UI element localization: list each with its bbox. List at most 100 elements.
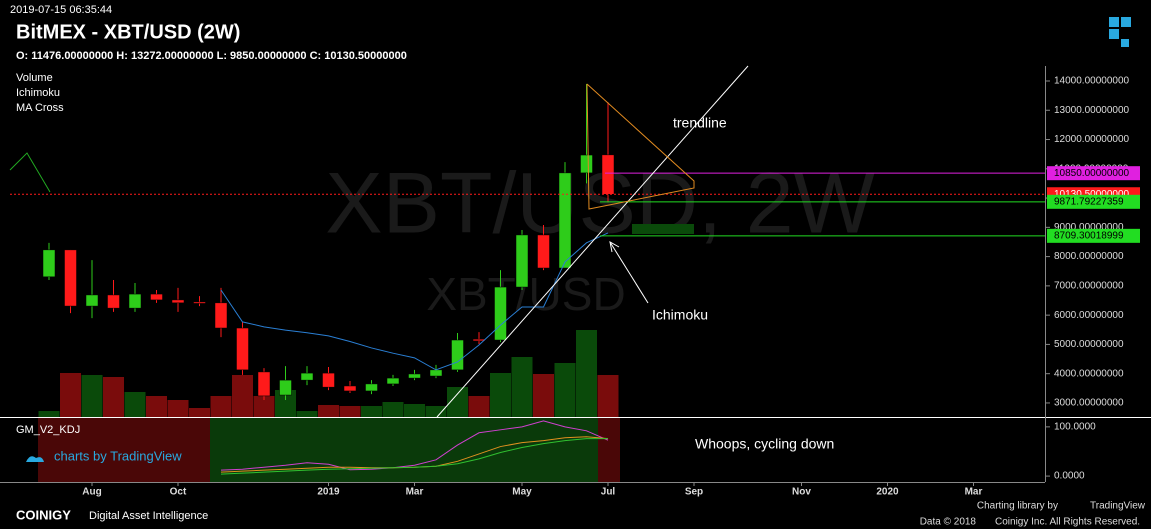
volume-bar [468, 396, 490, 417]
volume-bar [576, 330, 597, 417]
x-tick-label: 2020 [876, 487, 899, 498]
arrow-head [609, 241, 620, 253]
level-badge [1047, 228, 1140, 243]
trendline [436, 65, 749, 418]
candle-body [193, 301, 206, 304]
arrow [609, 241, 649, 304]
candle-body [408, 373, 421, 379]
watermark: XBT/USD, 2W [325, 156, 875, 252]
tv-credit[interactable]: charts by TradingView [26, 448, 182, 463]
volume-bar [361, 406, 382, 417]
y-tick-label: 9000.00000000 [1054, 222, 1124, 233]
candle-body [537, 234, 550, 269]
copyright: Data © 2018 [920, 517, 977, 528]
candle-body [429, 369, 443, 377]
tv: TradingView [1090, 501, 1146, 512]
brand: COINIGY [16, 507, 71, 522]
footer [0, 500, 1151, 529]
study: MA Cross [16, 102, 64, 114]
candle-body [236, 327, 249, 371]
candle-body [150, 293, 163, 301]
volume-bar [253, 396, 275, 417]
annotation: Whoops, cycling down [695, 436, 834, 452]
credit[interactable]: charts by TradingView [54, 448, 182, 463]
level-badge [1047, 194, 1140, 209]
study: Ichimoku [16, 87, 60, 99]
x-tick-label: Mar [965, 487, 983, 498]
volume-bar [597, 375, 619, 417]
volume-bar [210, 396, 232, 417]
candle-body [515, 234, 529, 288]
candle-body [451, 339, 464, 371]
y-tick-label: 14000.00000000 [1054, 76, 1130, 87]
candle-body [601, 154, 615, 195]
volume-bar [232, 375, 253, 417]
y-tick-label: 13000.00000000 [1054, 105, 1130, 116]
annotation: trendline [673, 115, 727, 131]
volume-bar [296, 411, 318, 417]
kdj-bg [38, 418, 210, 482]
y-tick-label: 6000.00000000 [1054, 310, 1124, 321]
ohlc: O: 11476.00000000 H: 13272.00000000 L: 9… [16, 50, 407, 62]
x-tick-label: Aug [82, 487, 101, 498]
candle-body [343, 385, 357, 392]
kdj-title: GM_V2_KDJ [16, 424, 80, 436]
volume-bar [490, 373, 511, 417]
x-tick-label: Mar [406, 487, 424, 498]
candle-body [300, 372, 314, 381]
level-badge [1047, 166, 1140, 181]
x-tick-label: 2019 [317, 487, 340, 498]
level-label: 10130.50000000 [1054, 189, 1130, 200]
candle-body [171, 299, 185, 304]
logo [1109, 17, 1131, 47]
candle-body [322, 372, 335, 388]
volume-bar [103, 377, 124, 417]
y-tick-label: 12000.00000000 [1054, 134, 1130, 145]
y-tick-label: 3000.00000000 [1054, 398, 1124, 409]
kdj-line [220, 438, 608, 475]
ichimoku-line [220, 232, 609, 371]
candle-body [85, 294, 99, 307]
volume-bar [339, 406, 361, 417]
volume-bar [146, 396, 167, 417]
y-tick-label: 7000.00000000 [1054, 281, 1124, 292]
y-tick-label: 8000.00000000 [1054, 251, 1124, 262]
candle-body [214, 302, 228, 329]
volume-bar [167, 400, 189, 417]
volume-bar [60, 373, 81, 417]
x-tick-label: Jul [601, 487, 616, 498]
candle-body [386, 377, 400, 385]
kdj-tick-label: 0.0000 [1054, 471, 1085, 482]
candle-body [580, 154, 593, 174]
charting: Charting library by [977, 501, 1058, 512]
y-tick-label: 5000.00000000 [1054, 339, 1124, 350]
volume-bar [511, 357, 533, 417]
volume-bar [189, 408, 210, 417]
volume-bar [382, 402, 404, 417]
volume-bar [318, 405, 339, 417]
volume-bar [275, 390, 296, 417]
candle-body [257, 371, 271, 397]
volume-bar [447, 387, 468, 417]
tagline: Digital Asset Intelligence [89, 510, 208, 522]
level-label: 8709.30018999 [1054, 230, 1124, 241]
triangle [586, 83, 695, 210]
volume-bar [124, 392, 146, 417]
candle-body [558, 172, 572, 269]
rights: Coinigy Inc. All Rights Reserved. [995, 517, 1140, 528]
ma-line [9, 152, 51, 193]
volume-bar [425, 406, 447, 417]
candle-body [64, 249, 77, 307]
candle-body [107, 294, 120, 309]
study: Volume [16, 72, 53, 84]
cloud [632, 224, 694, 234]
volume-bar [38, 411, 60, 417]
volume-bar [554, 363, 576, 417]
kdj-line [220, 420, 609, 471]
volume-bar [81, 375, 103, 417]
level-label: 9871.79227359 [1054, 196, 1124, 207]
x-tick-label: Nov [792, 487, 811, 498]
kdj-tick-label: 100.0000 [1054, 422, 1096, 433]
